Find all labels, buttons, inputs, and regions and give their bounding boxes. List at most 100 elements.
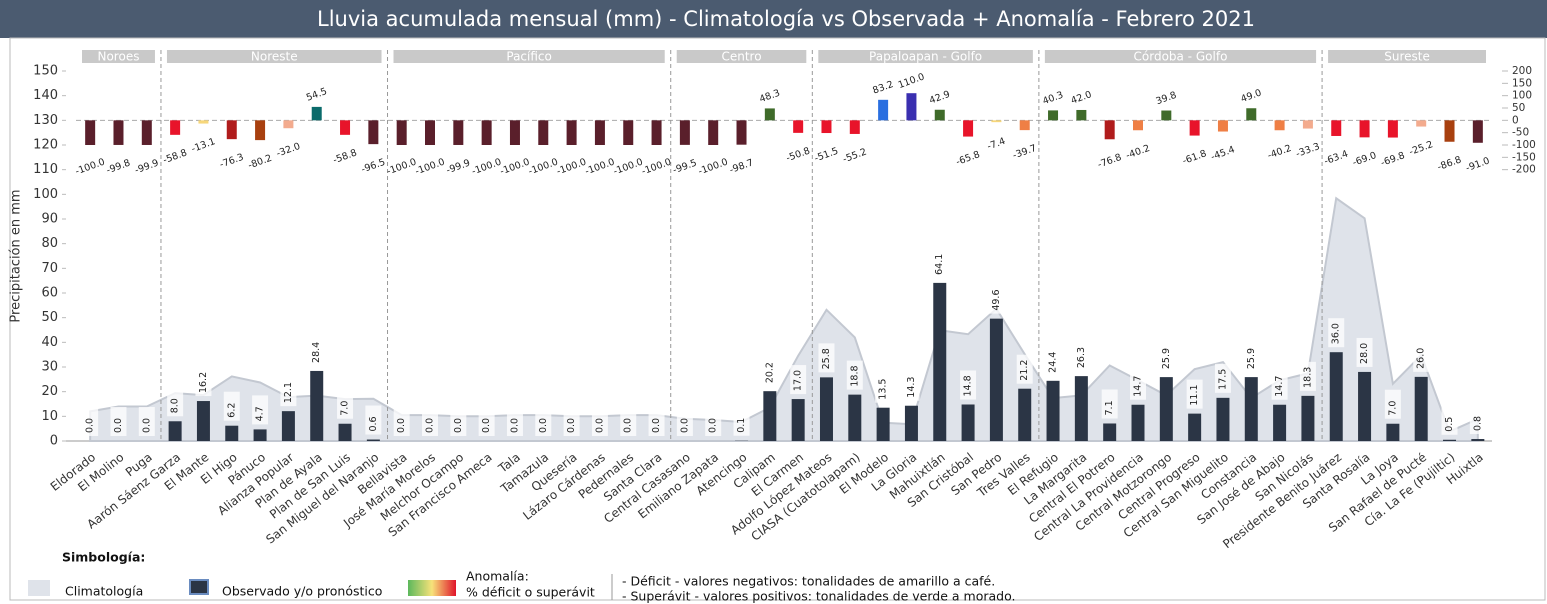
anomaly-label: 54.5 [305, 86, 329, 104]
value-label: 0.5 [1444, 417, 1455, 432]
bar [1074, 376, 1088, 441]
anomaly-bar [396, 120, 407, 145]
value-label: 26.3 [1076, 347, 1087, 368]
region-header [166, 50, 382, 63]
value-label: 28.0 [1359, 343, 1370, 364]
value-label: 64.1 [934, 254, 945, 275]
label-box [960, 370, 977, 400]
anomaly-bar [1359, 120, 1370, 138]
region-header [676, 50, 807, 63]
y2-tick-label: -150 [1512, 151, 1536, 163]
bar [366, 439, 380, 441]
y-tick-label: 20 [41, 384, 58, 399]
value-label: 0.0 [113, 418, 124, 433]
value-label: 0.0 [594, 418, 605, 433]
anomaly-bar [1048, 110, 1059, 121]
y-axis-label: Precipitación en mm [9, 189, 24, 322]
value-label: 16.2 [198, 372, 209, 393]
legend-label: Observado y/o pronóstico [222, 584, 382, 599]
y2-tick-label: 0 [1512, 114, 1519, 126]
anomaly-bar [934, 109, 945, 121]
bar [848, 394, 862, 441]
bar [961, 404, 975, 441]
anomaly-label: -80.2 [247, 153, 274, 172]
region-header [818, 50, 1033, 63]
legend-heading: Anomalía: [466, 569, 529, 584]
anomaly-label: -33.3 [1294, 141, 1321, 160]
region-header [82, 50, 155, 63]
value-label: 26.0 [1416, 348, 1427, 369]
value-label: 0.0 [679, 418, 690, 433]
anomaly-bar [1472, 120, 1483, 143]
anomaly-bar [481, 120, 492, 145]
anomaly-label: -99.5 [671, 158, 698, 177]
anomaly-bar [255, 120, 266, 141]
y2-tick-label: 150 [1512, 77, 1532, 89]
label-box [365, 405, 382, 435]
label-box [818, 343, 835, 373]
anomaly-bar [340, 120, 351, 135]
anomaly-bar [85, 120, 96, 145]
bar [1244, 377, 1258, 441]
value-label: 0.0 [141, 418, 152, 433]
legend-title: Simbología: [62, 550, 145, 565]
anomaly-bar [1387, 120, 1398, 138]
bar [876, 407, 890, 441]
value-label: 25.9 [1161, 348, 1172, 369]
bar [1273, 404, 1287, 441]
legend-swatch [189, 579, 209, 595]
label-box [167, 387, 184, 417]
bar [1018, 388, 1032, 441]
title-bar [0, 0, 1547, 38]
anomaly-label: -100.0 [414, 157, 447, 178]
label-box [280, 377, 297, 407]
y-tick-label: 130 [33, 113, 58, 128]
anomaly-bar [1189, 120, 1200, 136]
label-box [1469, 405, 1486, 435]
y-tick-label: 40 [41, 335, 58, 350]
anomaly-bar [566, 120, 577, 145]
bar [1046, 380, 1060, 441]
anomaly-label: -65.8 [955, 149, 982, 168]
anomaly-label: 39.8 [1154, 90, 1178, 108]
anomaly-label: -96.5 [360, 157, 387, 176]
label-box [138, 407, 155, 436]
anomaly-bar [1161, 110, 1172, 121]
bar [1131, 404, 1145, 441]
anomaly-label: -58.8 [332, 147, 359, 166]
label-box [337, 389, 354, 419]
anomaly-bar [198, 120, 209, 124]
anomaly-label: -50.8 [785, 145, 812, 164]
anomaly-bar [679, 120, 690, 145]
label-box [846, 360, 863, 390]
anomaly-bar [821, 120, 832, 134]
label-box [422, 407, 438, 436]
anomaly-bar [509, 120, 520, 145]
value-label: 8.0 [170, 398, 181, 413]
value-label: 6.2 [226, 403, 237, 418]
bar [763, 391, 777, 441]
value-label: 0.0 [425, 418, 436, 433]
anomaly-bar [311, 106, 322, 121]
anomaly-label: -63.4 [1323, 149, 1350, 168]
label-box [1130, 370, 1146, 400]
anomaly-label: 83.2 [871, 79, 895, 97]
anomaly-label: 42.9 [928, 89, 952, 107]
anomaly-bar [1019, 120, 1030, 131]
label-box [1101, 389, 1118, 419]
anomaly-label: -7.4 [986, 136, 1007, 153]
anomaly-label: -69.8 [1379, 150, 1406, 169]
label-box [535, 407, 552, 436]
value-label: 0.0 [509, 418, 520, 433]
bar [1386, 423, 1400, 441]
anomaly-bar [793, 120, 804, 133]
anomaly-bar [623, 120, 634, 145]
value-label: 0.0 [481, 418, 492, 433]
region-label: Córdoba - Golfo [1134, 50, 1228, 64]
anomaly-bar [594, 120, 605, 145]
bar [904, 405, 918, 441]
value-label: 14.7 [1133, 376, 1144, 397]
legend-swatch [28, 580, 50, 596]
label-box [1073, 342, 1090, 372]
